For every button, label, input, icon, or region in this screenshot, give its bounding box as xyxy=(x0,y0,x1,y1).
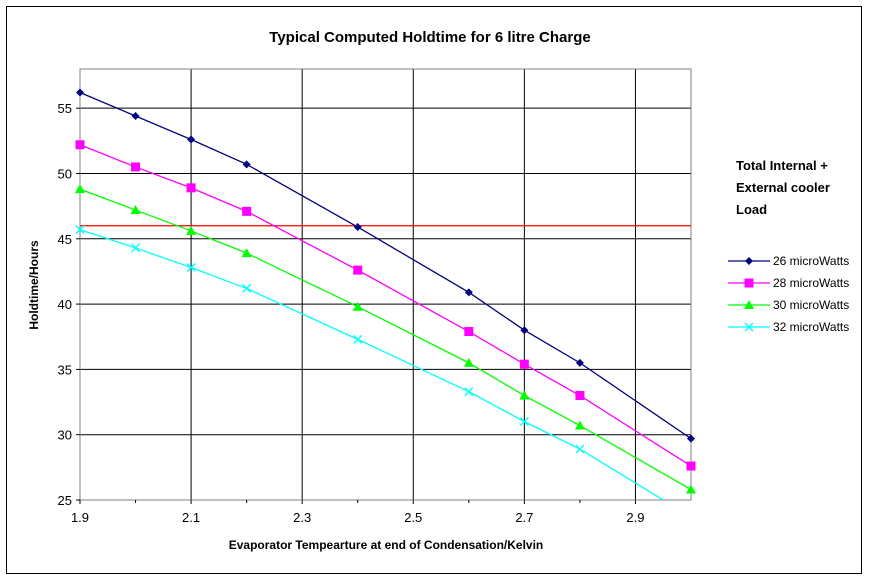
data-point-2 xyxy=(519,359,529,369)
legend-label: 30 microWatts xyxy=(773,298,849,312)
data-point-1 xyxy=(464,288,473,297)
data-point-2 xyxy=(575,391,585,401)
data-point-4 xyxy=(575,444,585,454)
data-point-3 xyxy=(744,300,754,309)
series-group xyxy=(80,91,691,500)
data-point-4 xyxy=(744,322,754,332)
data-point-3 xyxy=(241,248,252,258)
data-point-4 xyxy=(242,283,252,293)
y-axis-ticks: 25 30 35 40 45 50 55 xyxy=(58,101,80,508)
data-point-4 xyxy=(75,225,85,235)
data-point-1 xyxy=(520,326,529,335)
x-axis-ticks: 1.9 2.1 2.3 2.5 2.7 2.9 xyxy=(71,500,644,525)
series-line-1 xyxy=(80,91,691,440)
data-point-2 xyxy=(744,278,754,288)
data-point-2 xyxy=(131,162,141,172)
legend-item-2: 28 microWatts xyxy=(728,276,849,290)
legend-item-3: 30 microWatts xyxy=(728,298,849,312)
x-tick-label: 2.9 xyxy=(626,510,644,525)
data-point-1 xyxy=(187,135,196,144)
legend-label: 28 microWatts xyxy=(773,276,849,290)
chart-title: Typical Computed Holdtime for 6 litre Ch… xyxy=(269,29,590,46)
data-point-4 xyxy=(186,263,196,273)
y-tick-label: 30 xyxy=(58,428,72,443)
y-tick-label: 45 xyxy=(58,232,72,247)
series-line-4 xyxy=(80,229,665,500)
data-point-3 xyxy=(186,225,197,235)
data-point-4 xyxy=(464,387,474,397)
data-point-4 xyxy=(353,334,363,344)
data-point-1 xyxy=(353,223,362,232)
data-point-2 xyxy=(686,461,696,471)
data-point-1 xyxy=(575,358,584,367)
data-point-1 xyxy=(76,88,84,97)
x-tick-label: 2.3 xyxy=(293,510,311,525)
data-point-4 xyxy=(519,417,529,427)
y-tick-label: 50 xyxy=(58,166,72,181)
y-tick-label: 35 xyxy=(58,362,72,377)
y-tick-label: 25 xyxy=(58,493,72,508)
series-line-2 xyxy=(80,144,691,467)
y-tick-label: 55 xyxy=(58,101,72,116)
marker-group xyxy=(75,88,696,494)
data-point-4 xyxy=(131,243,141,253)
x-tick-label: 2.1 xyxy=(182,510,200,525)
legend-label: 26 microWatts xyxy=(773,254,849,268)
x-axis-label: Evaporator Tempearture at end of Condens… xyxy=(229,538,544,552)
legend-item-1: 26 microWatts xyxy=(728,254,849,268)
data-point-3 xyxy=(130,205,141,215)
data-point-3 xyxy=(574,420,585,430)
data-point-3 xyxy=(519,390,530,400)
grid xyxy=(79,69,691,501)
y-tick-label: 40 xyxy=(58,297,72,312)
legend-title: Total Internal + External cooler Load xyxy=(736,158,830,217)
data-point-2 xyxy=(242,206,252,216)
data-point-3 xyxy=(463,357,474,367)
data-point-2 xyxy=(353,265,363,275)
data-point-3 xyxy=(686,484,696,494)
data-point-2 xyxy=(464,327,474,337)
data-point-2 xyxy=(186,183,196,193)
chart-frame xyxy=(6,6,862,574)
data-point-3 xyxy=(75,184,85,194)
y-axis-label: Holdtime/Hours xyxy=(27,240,41,330)
x-tick-label: 1.9 xyxy=(71,510,89,525)
x-tick-label: 2.5 xyxy=(404,510,422,525)
data-point-1 xyxy=(745,257,753,265)
plot-area xyxy=(79,68,692,501)
series-line-3 xyxy=(80,188,691,491)
legend-label: 32 microWatts xyxy=(773,320,849,334)
data-point-1 xyxy=(131,112,140,121)
legend-item-4: 32 microWatts xyxy=(728,320,849,334)
data-point-1 xyxy=(242,160,251,169)
x-tick-label: 2.7 xyxy=(515,510,533,525)
data-point-1 xyxy=(687,434,695,443)
legend: Total Internal + External cooler Load 26 m… xyxy=(728,158,849,334)
data-point-3 xyxy=(352,301,363,311)
data-point-2 xyxy=(75,140,85,150)
